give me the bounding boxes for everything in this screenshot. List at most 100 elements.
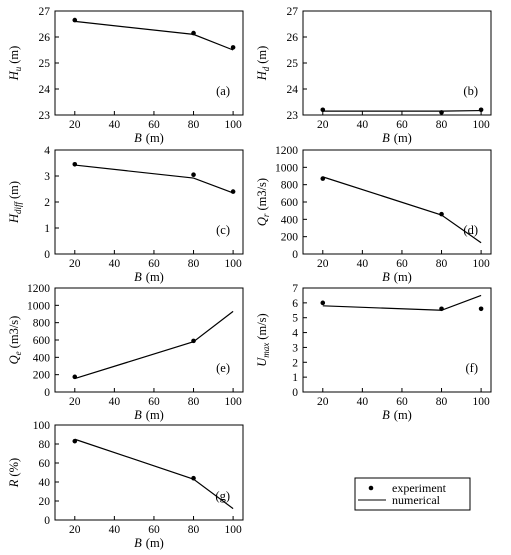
x-tick-label: 40 bbox=[357, 396, 369, 408]
y-axis-label-unit: (m3/s) bbox=[7, 316, 21, 349]
y-axis-label-unit: (%) bbox=[7, 458, 21, 477]
y-tick-label: 600 bbox=[281, 197, 299, 209]
y-tick-label: 1000 bbox=[275, 162, 298, 174]
panel-b: 20 40 60 80 100 23 24 25 26 27 B (m) Hd (m) (b) bbox=[255, 6, 492, 145]
x-tick-label: 100 bbox=[224, 119, 242, 131]
y-tick-label: 26 bbox=[287, 32, 299, 44]
y-tick-label: 24 bbox=[287, 84, 299, 96]
y-tick-label: 40 bbox=[39, 477, 51, 489]
legend-box bbox=[354, 477, 471, 511]
plot-frame bbox=[302, 149, 492, 255]
x-tick-label: 100 bbox=[472, 258, 490, 270]
x-axis-label-symbol: B bbox=[382, 131, 390, 145]
y-axis-label: Umax (m/s) bbox=[255, 313, 271, 366]
y-axis-label: Qe (m3/s) bbox=[7, 316, 23, 365]
y-axis-label-symbol: H bbox=[255, 70, 269, 81]
y-axis-label-unit: (m) bbox=[7, 181, 21, 199]
y-axis-label-subscript: d bbox=[261, 66, 271, 71]
x-axis-label-symbol: B bbox=[382, 270, 390, 284]
plot-frame bbox=[54, 10, 244, 116]
x-tick-label: 80 bbox=[436, 396, 448, 408]
experiment-point bbox=[320, 300, 326, 306]
y-tick-label: 600 bbox=[33, 335, 51, 347]
y-tick-label: 23 bbox=[287, 110, 299, 122]
y-tick-label: 25 bbox=[287, 58, 299, 70]
x-tick-label: 40 bbox=[357, 258, 369, 270]
x-tick-label: 60 bbox=[148, 524, 160, 536]
panel-label: (f) bbox=[466, 361, 479, 375]
x-tick-label: 20 bbox=[317, 396, 329, 408]
experiment-point bbox=[191, 172, 196, 177]
y-tick-label: 100 bbox=[33, 420, 51, 432]
x-axis-label-symbol: B bbox=[134, 408, 142, 422]
x-axis-label-symbol: B bbox=[134, 131, 142, 145]
y-tick-label: 0 bbox=[44, 515, 50, 527]
x-axis-label-unit: (m) bbox=[146, 536, 164, 550]
y-axis-label-symbol: R bbox=[7, 479, 21, 488]
y-tick-label: 400 bbox=[33, 352, 51, 364]
y-tick-label: 4 bbox=[292, 328, 298, 340]
y-tick-label: 3 bbox=[292, 342, 298, 354]
x-axis-label: B (m) bbox=[382, 131, 412, 145]
y-axis-label-subscript: diff bbox=[13, 201, 23, 215]
x-axis-label-unit: (m) bbox=[394, 270, 412, 284]
y-tick-label: 800 bbox=[281, 180, 299, 192]
plot-frame bbox=[302, 287, 492, 393]
y-axis-label-subscript: max bbox=[261, 343, 271, 358]
x-tick-label: 40 bbox=[357, 119, 369, 131]
x-tick-label: 80 bbox=[188, 524, 200, 536]
panel-label: (c) bbox=[216, 223, 230, 237]
x-tick-label: 100 bbox=[472, 119, 490, 131]
x-tick-label: 60 bbox=[148, 258, 160, 270]
y-tick-label: 0 bbox=[292, 249, 298, 261]
y-tick-label: 0 bbox=[44, 249, 50, 261]
x-axis-label-symbol: B bbox=[382, 408, 390, 422]
y-tick-label: 1200 bbox=[275, 145, 298, 157]
x-tick-label: 80 bbox=[188, 396, 200, 408]
legend-numerical-label: numerical bbox=[392, 493, 441, 507]
y-tick-label: 3 bbox=[44, 171, 50, 183]
numerical-line bbox=[322, 294, 482, 311]
y-axis-label-unit: (m) bbox=[7, 46, 21, 64]
y-axis-label: Hdiff (m) bbox=[7, 181, 23, 224]
panel-f: 20 40 60 80 100 0 1 2 3 4 5 6 7 B (m) Umax (m/s) (f) bbox=[255, 283, 492, 422]
numerical-line bbox=[74, 438, 234, 510]
y-tick-label: 60 bbox=[39, 458, 51, 470]
x-axis-label-unit: (m) bbox=[146, 131, 164, 145]
y-axis-label-unit: (m/s) bbox=[255, 313, 269, 339]
x-axis-label-unit: (m) bbox=[146, 408, 164, 422]
experiment-point bbox=[478, 306, 484, 312]
y-axis-label-subscript: e bbox=[13, 351, 23, 355]
x-tick-label: 60 bbox=[396, 396, 408, 408]
x-axis-label: B (m) bbox=[134, 536, 164, 550]
x-tick-label: 20 bbox=[69, 258, 81, 270]
x-tick-label: 20 bbox=[69, 524, 81, 536]
x-axis-label: B (m) bbox=[134, 270, 164, 284]
x-tick-label: 80 bbox=[188, 258, 200, 270]
y-tick-label: 1200 bbox=[27, 283, 50, 295]
x-tick-label: 100 bbox=[224, 524, 242, 536]
legend: experiment numerical bbox=[354, 477, 471, 511]
y-tick-label: 4 bbox=[44, 145, 50, 157]
y-axis-label: Qr (m3/s) bbox=[255, 178, 271, 226]
x-tick-label: 40 bbox=[109, 396, 121, 408]
x-tick-label: 60 bbox=[396, 119, 408, 131]
x-tick-label: 80 bbox=[188, 119, 200, 131]
panel-c: 20 40 60 80 100 0 1 2 3 4 B (m) Hdiff (m) (c) bbox=[7, 145, 244, 284]
y-tick-label: 24 bbox=[39, 84, 51, 96]
panel-label: (b) bbox=[463, 84, 478, 98]
y-axis-label-unit: (m) bbox=[255, 46, 269, 64]
x-axis-label: B (m) bbox=[382, 270, 412, 284]
x-axis-label: B (m) bbox=[382, 408, 412, 422]
x-axis-label-symbol: B bbox=[134, 536, 142, 550]
plot-frame bbox=[54, 424, 244, 521]
y-axis-label: Hu (m) bbox=[7, 46, 23, 82]
panel-label: (a) bbox=[216, 84, 230, 98]
x-tick-label: 20 bbox=[317, 119, 329, 131]
y-axis-label-symbol: H bbox=[7, 213, 21, 224]
y-tick-label: 5 bbox=[292, 313, 298, 325]
y-tick-label: 27 bbox=[39, 6, 51, 18]
